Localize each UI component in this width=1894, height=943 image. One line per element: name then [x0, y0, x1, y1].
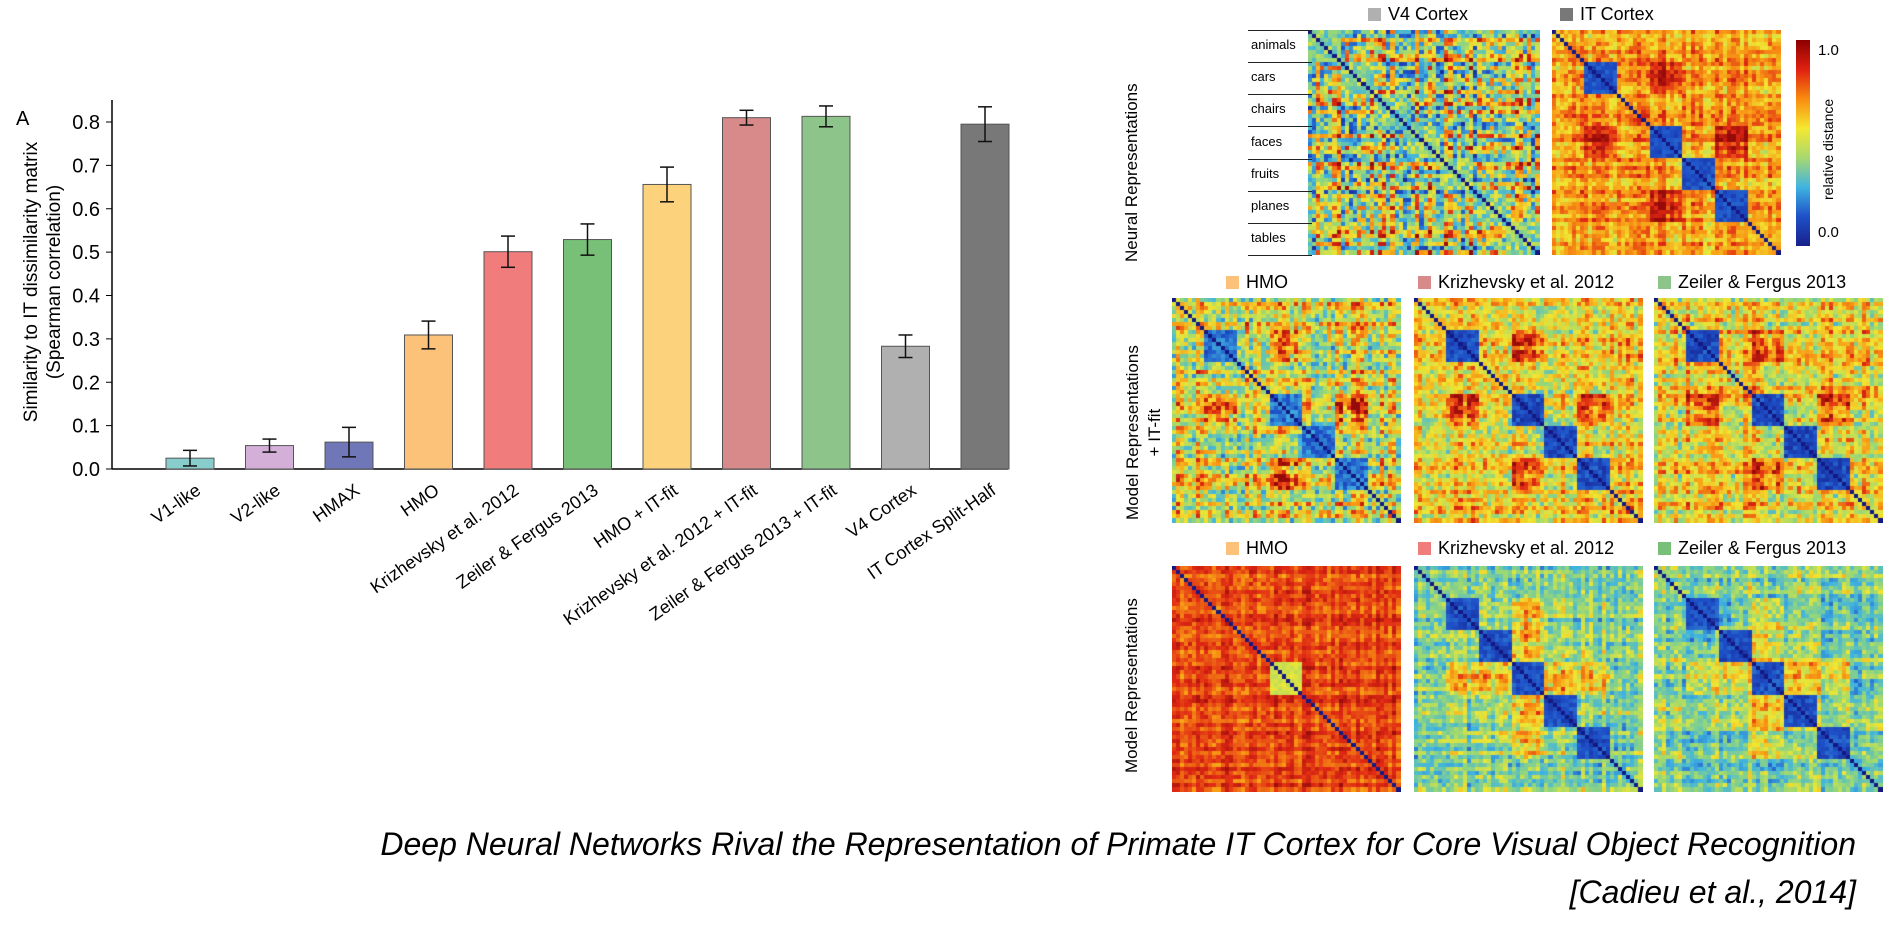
legend-swatch [1226, 276, 1239, 289]
legend-swatch [1368, 8, 1381, 21]
hm-title-text: V4 Cortex [1388, 4, 1469, 24]
row-label-model: Model Representations [1122, 598, 1141, 773]
hm-title-hmo: HMO [1226, 538, 1288, 559]
legend-swatch [1418, 276, 1431, 289]
colorbar-label: relative distance [1820, 98, 1836, 200]
hm-title-text: HMO [1246, 272, 1288, 292]
x-tick-label: Krizhevsky et al. 2012 [367, 480, 523, 597]
x-tick-label: V1-like [148, 480, 205, 528]
x-tick-label: HMO [397, 480, 443, 520]
colorbar [1796, 40, 1810, 246]
heatmap-it-cortex [1552, 30, 1781, 255]
y-axis-label: Similarity to IT dissimilarity matrix [21, 141, 42, 422]
bar [881, 345, 930, 470]
y-tick-label: 0.5 [72, 242, 100, 264]
x-tick-label: V4 Cortex [843, 480, 920, 542]
heatmap-krizhevsky [1414, 566, 1643, 792]
y-tick-label: 0.6 [72, 199, 100, 221]
heatmap-hmo-itfit [1172, 298, 1401, 523]
colorbar-max: 1.0 [1818, 42, 1839, 59]
legend-swatch [1658, 542, 1671, 555]
bar [960, 123, 1010, 470]
hm-title-text: Krizhevsky et al. 2012 [1438, 538, 1615, 558]
hm-title-zeiler: Zeiler & Fergus 2013 [1658, 538, 1846, 559]
hm-title-hmo-itfit: HMO [1226, 272, 1288, 293]
hm-title-zeiler-itfit: Zeiler & Fergus 2013 [1658, 272, 1846, 293]
hm-title-kriz-itfit: Krizhevsky et al. 2012 [1418, 272, 1614, 293]
hm-title-v4: V4 Cortex [1368, 4, 1468, 25]
category-label: chairs [1251, 101, 1286, 117]
row-label-itfit-line1: Model Representations [1123, 345, 1142, 520]
x-tick-label: Zeiler & Fergus 2013 [453, 480, 602, 593]
category-label: planes [1251, 197, 1290, 213]
bar [563, 239, 612, 470]
category-label: animals [1251, 37, 1296, 53]
hm-title-text: Zeiler & Fergus 2013 [1678, 538, 1847, 558]
legend-swatch [1418, 542, 1431, 555]
y-tick-label: 0.4 [72, 286, 100, 308]
y-tick-label: 0.7 [72, 155, 100, 177]
x-tick-label: IT Cortex Split-Half [864, 479, 1001, 583]
colorbar-min: 0.0 [1818, 224, 1839, 241]
category-divider [1248, 222, 1312, 224]
legend-swatch [1658, 276, 1671, 289]
bar [404, 334, 453, 470]
category-divider [1248, 158, 1312, 160]
row-label-neural: Neural Representations [1122, 83, 1141, 262]
x-tick-label: V2-like [227, 480, 284, 528]
heatmap-hmo [1172, 566, 1401, 792]
row-label-itfit: Model Representations + IT-fit [1122, 345, 1166, 520]
x-tick-label: HMAX [309, 480, 363, 526]
category-label: cars [1251, 69, 1276, 85]
y-tick-label: 0.1 [72, 416, 100, 438]
category-divider [1248, 30, 1312, 31]
legend-swatch [1226, 542, 1239, 555]
bar [642, 183, 692, 470]
bar-chart: 0.0 0.1 0.2 0.3 0.4 0.5 0.6 0.7 0.8 Similarity to… [21, 100, 1010, 629]
hm-title-text: HMO [1246, 538, 1288, 558]
category-divider [1248, 190, 1312, 192]
category-divider [1248, 126, 1312, 128]
caption-citation: [Cadieu et al., 2014] [1569, 874, 1856, 910]
legend-swatch [1560, 8, 1573, 21]
y-tick-label: 0.2 [72, 372, 100, 394]
category-label: tables [1251, 229, 1286, 245]
hm-title-text: IT Cortex [1580, 4, 1654, 24]
category-label: faces [1251, 133, 1283, 149]
row-label-itfit-line2: + IT-fit [1145, 408, 1164, 457]
panel-letter: A [16, 108, 30, 130]
bar [483, 251, 533, 470]
heatmap-zeiler-itfit [1654, 298, 1883, 523]
category-divider [1248, 62, 1312, 64]
y-tick-label: 0.3 [72, 329, 100, 351]
heatmap-zeiler [1654, 566, 1883, 792]
bar [801, 115, 851, 470]
hm-title-text: Zeiler & Fergus 2013 [1678, 272, 1847, 292]
y-tick-label: 0.0 [72, 459, 100, 481]
category-divider [1248, 255, 1312, 256]
bar [722, 117, 771, 470]
category-divider [1248, 94, 1312, 96]
hm-title-text: Krizhevsky et al. 2012 [1438, 272, 1615, 292]
caption-title: Deep Neural Networks Rival the Represent… [380, 826, 1856, 862]
heatmap-krizhevsky-itfit [1414, 298, 1643, 523]
y-tick-label: 0.8 [72, 112, 100, 134]
hm-title-kriz: Krizhevsky et al. 2012 [1418, 538, 1614, 559]
category-label: fruits [1251, 165, 1280, 181]
hm-title-it: IT Cortex [1560, 4, 1654, 25]
y-axis-label-sub: (Spearman correlation) [44, 185, 65, 379]
heatmap-v4-cortex [1308, 30, 1540, 255]
